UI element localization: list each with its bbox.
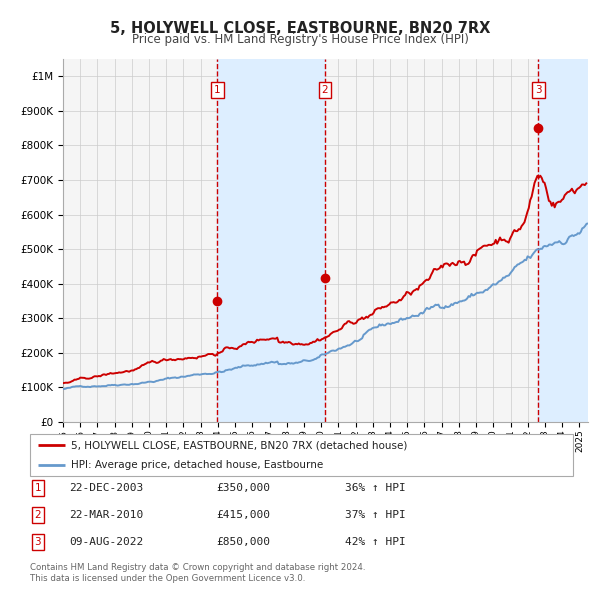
Text: 09-AUG-2022: 09-AUG-2022: [69, 537, 143, 547]
Text: 22-MAR-2010: 22-MAR-2010: [69, 510, 143, 520]
Text: £350,000: £350,000: [216, 483, 270, 493]
Text: 42% ↑ HPI: 42% ↑ HPI: [345, 537, 406, 547]
FancyBboxPatch shape: [30, 434, 573, 476]
Text: 1: 1: [34, 483, 41, 493]
Text: 2: 2: [34, 510, 41, 520]
Bar: [538, 59, 588, 422]
Text: This data is licensed under the Open Government Licence v3.0.: This data is licensed under the Open Gov…: [30, 574, 305, 583]
Text: 2: 2: [322, 85, 328, 95]
Text: Price paid vs. HM Land Registry's House Price Index (HPI): Price paid vs. HM Land Registry's House …: [131, 33, 469, 46]
Text: Contains HM Land Registry data © Crown copyright and database right 2024.: Contains HM Land Registry data © Crown c…: [30, 563, 365, 572]
Text: 5, HOLYWELL CLOSE, EASTBOURNE, BN20 7RX (detached house): 5, HOLYWELL CLOSE, EASTBOURNE, BN20 7RX …: [71, 440, 407, 450]
Text: £850,000: £850,000: [216, 537, 270, 547]
Text: HPI: Average price, detached house, Eastbourne: HPI: Average price, detached house, East…: [71, 460, 323, 470]
Bar: [217, 59, 325, 422]
Text: 1: 1: [214, 85, 221, 95]
Text: 3: 3: [535, 85, 542, 95]
Text: 22-DEC-2003: 22-DEC-2003: [69, 483, 143, 493]
Text: 37% ↑ HPI: 37% ↑ HPI: [345, 510, 406, 520]
Text: £415,000: £415,000: [216, 510, 270, 520]
Text: 3: 3: [34, 537, 41, 547]
Text: 36% ↑ HPI: 36% ↑ HPI: [345, 483, 406, 493]
Text: 5, HOLYWELL CLOSE, EASTBOURNE, BN20 7RX: 5, HOLYWELL CLOSE, EASTBOURNE, BN20 7RX: [110, 21, 490, 36]
